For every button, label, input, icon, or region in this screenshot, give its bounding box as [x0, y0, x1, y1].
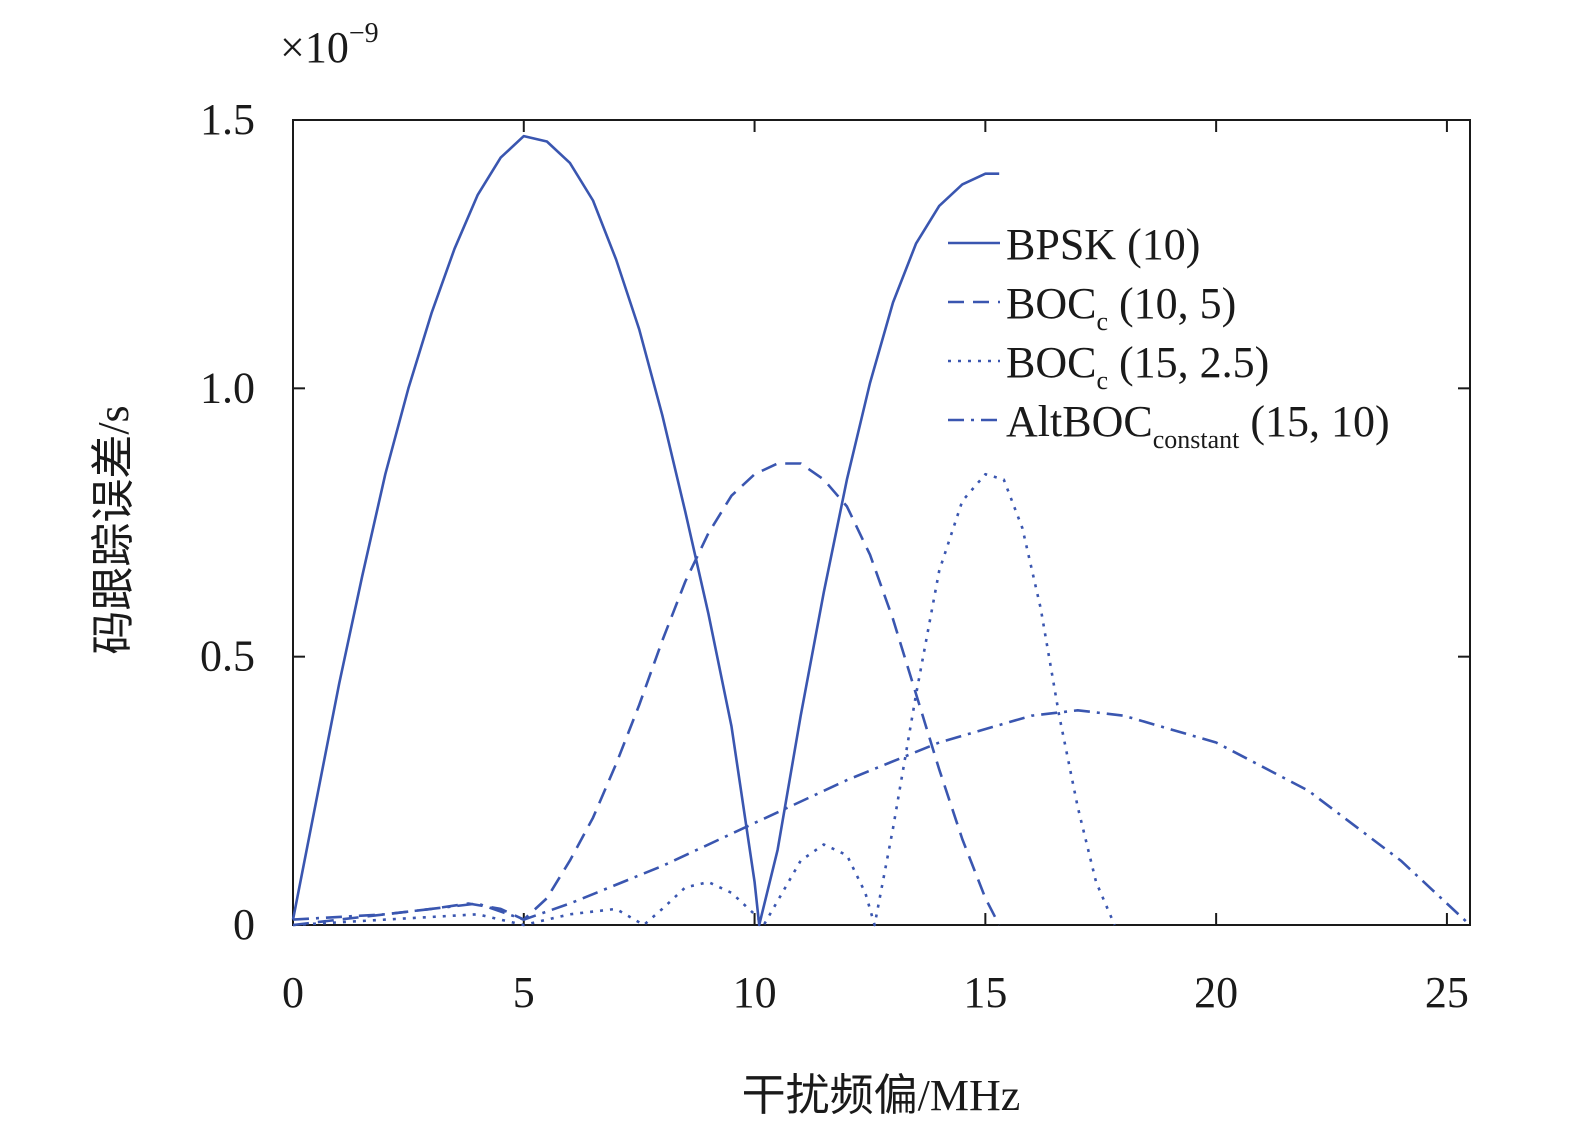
x-tick-label: 20 [1194, 968, 1238, 1017]
y-exponent-power: −9 [349, 18, 379, 49]
series-line-4 [292, 709, 1471, 926]
x-axis-ticks: 0 5 10 15 20 25 [282, 120, 1469, 1017]
legend-label-4: AltBOCconstant (15, 10) [1006, 397, 1390, 454]
legend-label-rest: (15, 10) [1239, 397, 1389, 446]
series-layer [291, 134, 1471, 927]
series-line-3 [292, 472, 1116, 927]
series-line-2 [292, 462, 1001, 927]
x-tick-label: 25 [1425, 968, 1469, 1017]
legend-label-3: BOCc (15, 2.5) [1006, 338, 1269, 395]
y-tick-label: 1.0 [200, 363, 255, 412]
legend-label-rest: (15, 2.5) [1108, 338, 1269, 387]
x-tick-label: 0 [282, 968, 304, 1017]
x-axis-title: 干扰频偏/MHz [742, 1071, 1021, 1120]
y-exponent-label: ×10−9 [280, 18, 379, 72]
y-tick-label: 0 [233, 900, 255, 949]
y-axis-title: 码跟踪误差/s [89, 405, 138, 654]
legend-label-rest: (10, 5) [1108, 279, 1236, 328]
legend-label-1: BPSK (10) [1006, 220, 1200, 269]
x-tick-label: 10 [733, 968, 777, 1017]
legend-label-subscript: c [1096, 366, 1108, 395]
y-tick-label: 1.5 [200, 95, 255, 144]
legend-label-2: BOCc (10, 5) [1006, 279, 1236, 336]
x-tick-label: 5 [513, 968, 535, 1017]
plot-area-frame [292, 119, 1471, 926]
legend-label-subscript: constant [1153, 425, 1240, 454]
y-tick-label: 0.5 [200, 632, 255, 681]
legend-label-subscript: c [1096, 307, 1108, 336]
legend-label-main: BOC [1006, 279, 1096, 328]
legend: BPSK (10)BOCc (10, 5)BOCc (15, 2.5)AltBO… [948, 220, 1390, 454]
legend-label-main: AltBOC [1006, 397, 1153, 446]
y-axis-ticks: 0 0.5 1.0 1.5 [200, 95, 1470, 949]
legend-label-main: BPSK (10) [1006, 220, 1200, 269]
x-tick-label: 15 [963, 968, 1007, 1017]
y-exponent-base: ×10 [280, 23, 349, 72]
legend-label-main: BOC [1006, 338, 1096, 387]
series-line-1 [291, 134, 1000, 927]
